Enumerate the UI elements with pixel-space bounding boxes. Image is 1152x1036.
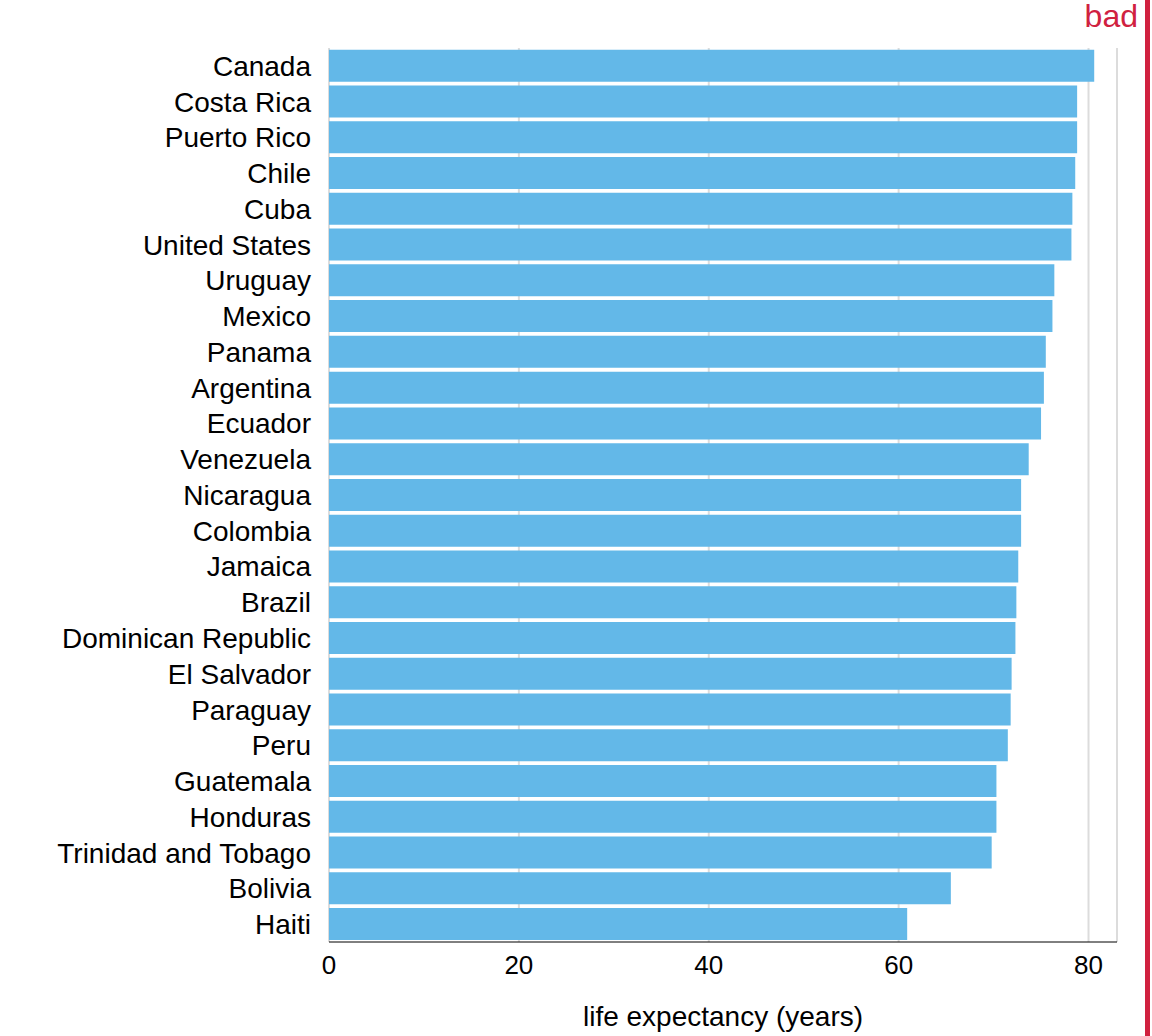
svg-text:Bolivia: Bolivia [229, 873, 312, 904]
svg-text:Panama: Panama [207, 337, 312, 368]
svg-text:Mexico: Mexico [222, 301, 311, 332]
svg-text:Brazil: Brazil [241, 587, 311, 618]
svg-text:Nicaragua: Nicaragua [183, 480, 311, 511]
svg-text:El Salvador: El Salvador [168, 659, 311, 690]
svg-text:Jamaica: Jamaica [207, 551, 312, 582]
svg-text:0: 0 [322, 950, 336, 980]
svg-text:Dominican Republic: Dominican Republic [62, 623, 311, 654]
svg-text:80: 80 [1074, 950, 1103, 980]
svg-text:Ecuador: Ecuador [207, 408, 311, 439]
svg-text:Honduras: Honduras [190, 802, 311, 833]
svg-text:60: 60 [884, 950, 913, 980]
svg-text:United States: United States [143, 230, 311, 261]
svg-text:Uruguay: Uruguay [205, 265, 311, 296]
svg-text:Canada: Canada [213, 51, 312, 82]
svg-text:Paraguay: Paraguay [191, 695, 311, 726]
svg-text:Puerto Rico: Puerto Rico [165, 122, 311, 153]
svg-text:Argentina: Argentina [191, 373, 311, 404]
svg-text:Cuba: Cuba [244, 194, 311, 225]
svg-text:Costa Rica: Costa Rica [174, 87, 311, 118]
svg-text:Peru: Peru [252, 730, 311, 761]
svg-text:Trinidad and Tobago: Trinidad and Tobago [57, 838, 311, 869]
svg-text:Colombia: Colombia [193, 516, 312, 547]
svg-text:20: 20 [504, 950, 533, 980]
svg-text:Venezuela: Venezuela [180, 444, 311, 475]
svg-text:life expectancy (years): life expectancy (years) [583, 1001, 863, 1032]
svg-text:40: 40 [694, 950, 723, 980]
svg-text:Guatemala: Guatemala [174, 766, 311, 797]
svg-text:Chile: Chile [247, 158, 311, 189]
svg-text:Haiti: Haiti [255, 909, 311, 940]
